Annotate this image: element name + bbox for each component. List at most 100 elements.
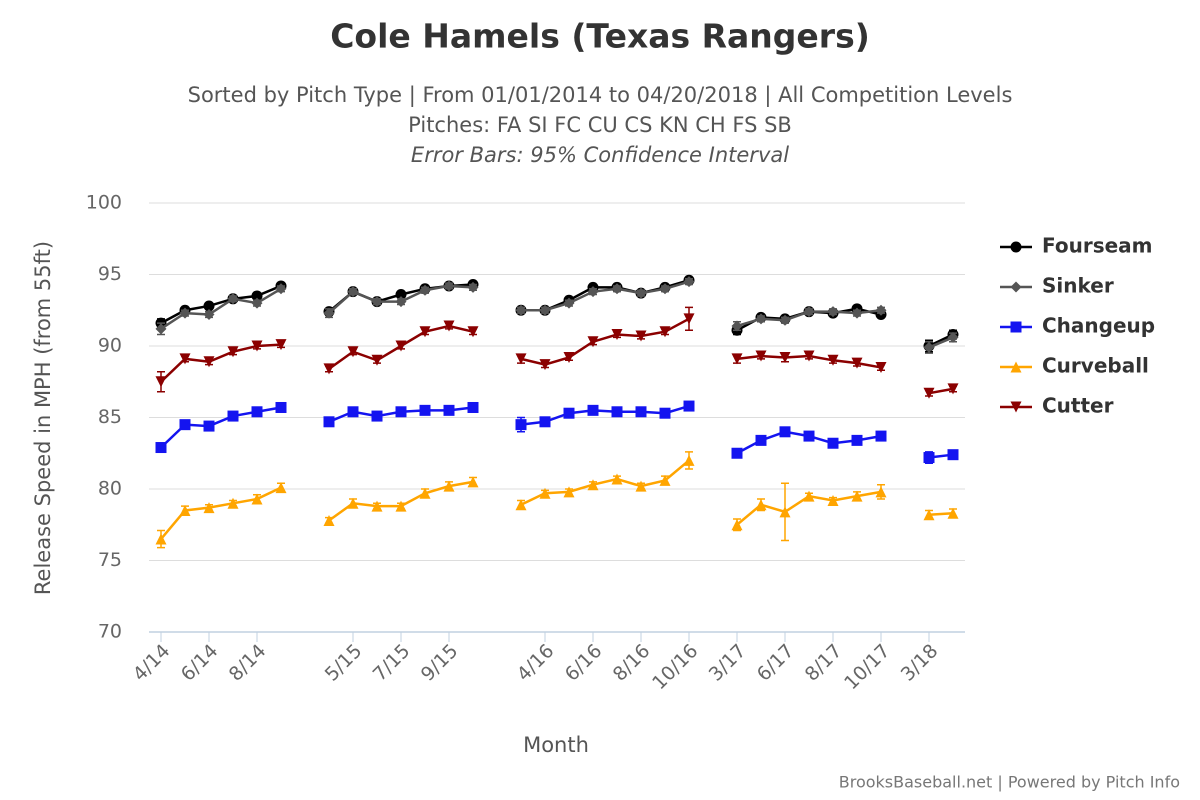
marker (347, 497, 359, 509)
y-axis-title: Release Speed in MPH (from 55ft) (31, 241, 55, 595)
x-tick-label: 5/15 (321, 640, 367, 686)
marker (563, 407, 575, 419)
marker (395, 289, 407, 301)
marker (323, 514, 335, 526)
marker (419, 284, 431, 296)
marker (395, 406, 407, 418)
subtitle: Error Bars: 95% Confidence Interval (411, 143, 789, 167)
marker (755, 313, 767, 325)
subtitle: Pitches: FA SI FC CU CS KN CH FS SB (408, 113, 792, 137)
series (155, 306, 959, 399)
marker (227, 293, 239, 305)
legend-label: Sinker (1042, 274, 1114, 298)
marker (803, 430, 815, 442)
marker (803, 350, 815, 362)
marker (227, 346, 239, 358)
marker (611, 329, 623, 341)
chart-title: Cole Hamels (Texas Rangers) (330, 17, 870, 56)
marker (683, 276, 695, 288)
marker (659, 474, 671, 486)
marker (347, 286, 359, 298)
marker (779, 351, 791, 363)
y-tick-label: 70 (98, 621, 122, 643)
marker (659, 326, 671, 338)
marker (443, 320, 455, 332)
marker (635, 480, 647, 492)
marker (779, 506, 791, 518)
marker (1010, 361, 1022, 373)
marker (347, 406, 359, 418)
marker (947, 383, 959, 395)
marker (203, 502, 215, 514)
marker (467, 326, 479, 338)
marker (731, 320, 743, 332)
marker (515, 353, 527, 365)
marker (851, 307, 863, 319)
y-tick-label: 90 (98, 335, 122, 357)
marker (323, 416, 335, 428)
line (160, 404, 954, 459)
marker (755, 434, 767, 446)
marker (635, 287, 647, 299)
marker (755, 350, 767, 362)
marker (635, 406, 647, 418)
marker (1010, 281, 1022, 293)
marker (395, 296, 407, 308)
marker (611, 283, 623, 295)
marker (611, 406, 623, 418)
marker (611, 473, 623, 485)
marker (683, 400, 695, 412)
marker (1010, 401, 1022, 413)
marker (179, 504, 191, 516)
marker (947, 331, 959, 343)
legend-label: Curveball (1042, 354, 1149, 378)
marker (227, 497, 239, 509)
marker (467, 476, 479, 488)
marker (635, 330, 647, 342)
x-tick-label: 6/16 (561, 640, 607, 686)
marker (827, 306, 839, 318)
x-tick-label: 7/15 (369, 640, 415, 686)
marker (923, 341, 935, 353)
legend-label: Cutter (1042, 394, 1114, 418)
marker (563, 486, 575, 498)
marker (371, 354, 383, 366)
marker (587, 404, 599, 416)
marker (155, 442, 167, 454)
marker (683, 313, 695, 325)
y-tick-label: 75 (98, 549, 122, 571)
marker (227, 410, 239, 422)
marker (323, 363, 335, 375)
marker (515, 419, 527, 431)
marker (443, 280, 455, 292)
marker (179, 353, 191, 365)
x-tick-label: 6/14 (177, 640, 223, 686)
marker (683, 454, 695, 466)
marker (827, 437, 839, 449)
marker (371, 500, 383, 512)
marker (179, 419, 191, 431)
marker (587, 479, 599, 491)
marker (659, 407, 671, 419)
x-tick-label: 10/17 (840, 640, 894, 694)
marker (251, 340, 263, 352)
marker (779, 314, 791, 326)
marker (443, 480, 455, 492)
x-tick-label: 3/18 (897, 640, 943, 686)
marker (851, 490, 863, 502)
marker (275, 339, 287, 351)
marker (539, 359, 551, 371)
marker (251, 290, 263, 302)
marker (539, 304, 551, 316)
marker (275, 283, 287, 295)
marker (539, 416, 551, 428)
marker (827, 354, 839, 366)
y-tick-label: 80 (98, 478, 122, 500)
y-tick-label: 100 (86, 192, 122, 214)
marker (923, 387, 935, 399)
marker (803, 490, 815, 502)
marker (203, 309, 215, 321)
y-tick-label: 95 (98, 263, 122, 285)
marker (659, 283, 671, 295)
